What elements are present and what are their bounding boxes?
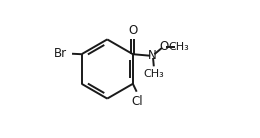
Text: Cl: Cl (132, 95, 143, 108)
Text: O: O (128, 24, 138, 37)
Text: CH₃: CH₃ (144, 69, 164, 79)
Text: N: N (148, 49, 157, 62)
Text: O: O (159, 40, 168, 53)
Text: CH₃: CH₃ (168, 42, 189, 52)
Text: Br: Br (54, 47, 68, 60)
